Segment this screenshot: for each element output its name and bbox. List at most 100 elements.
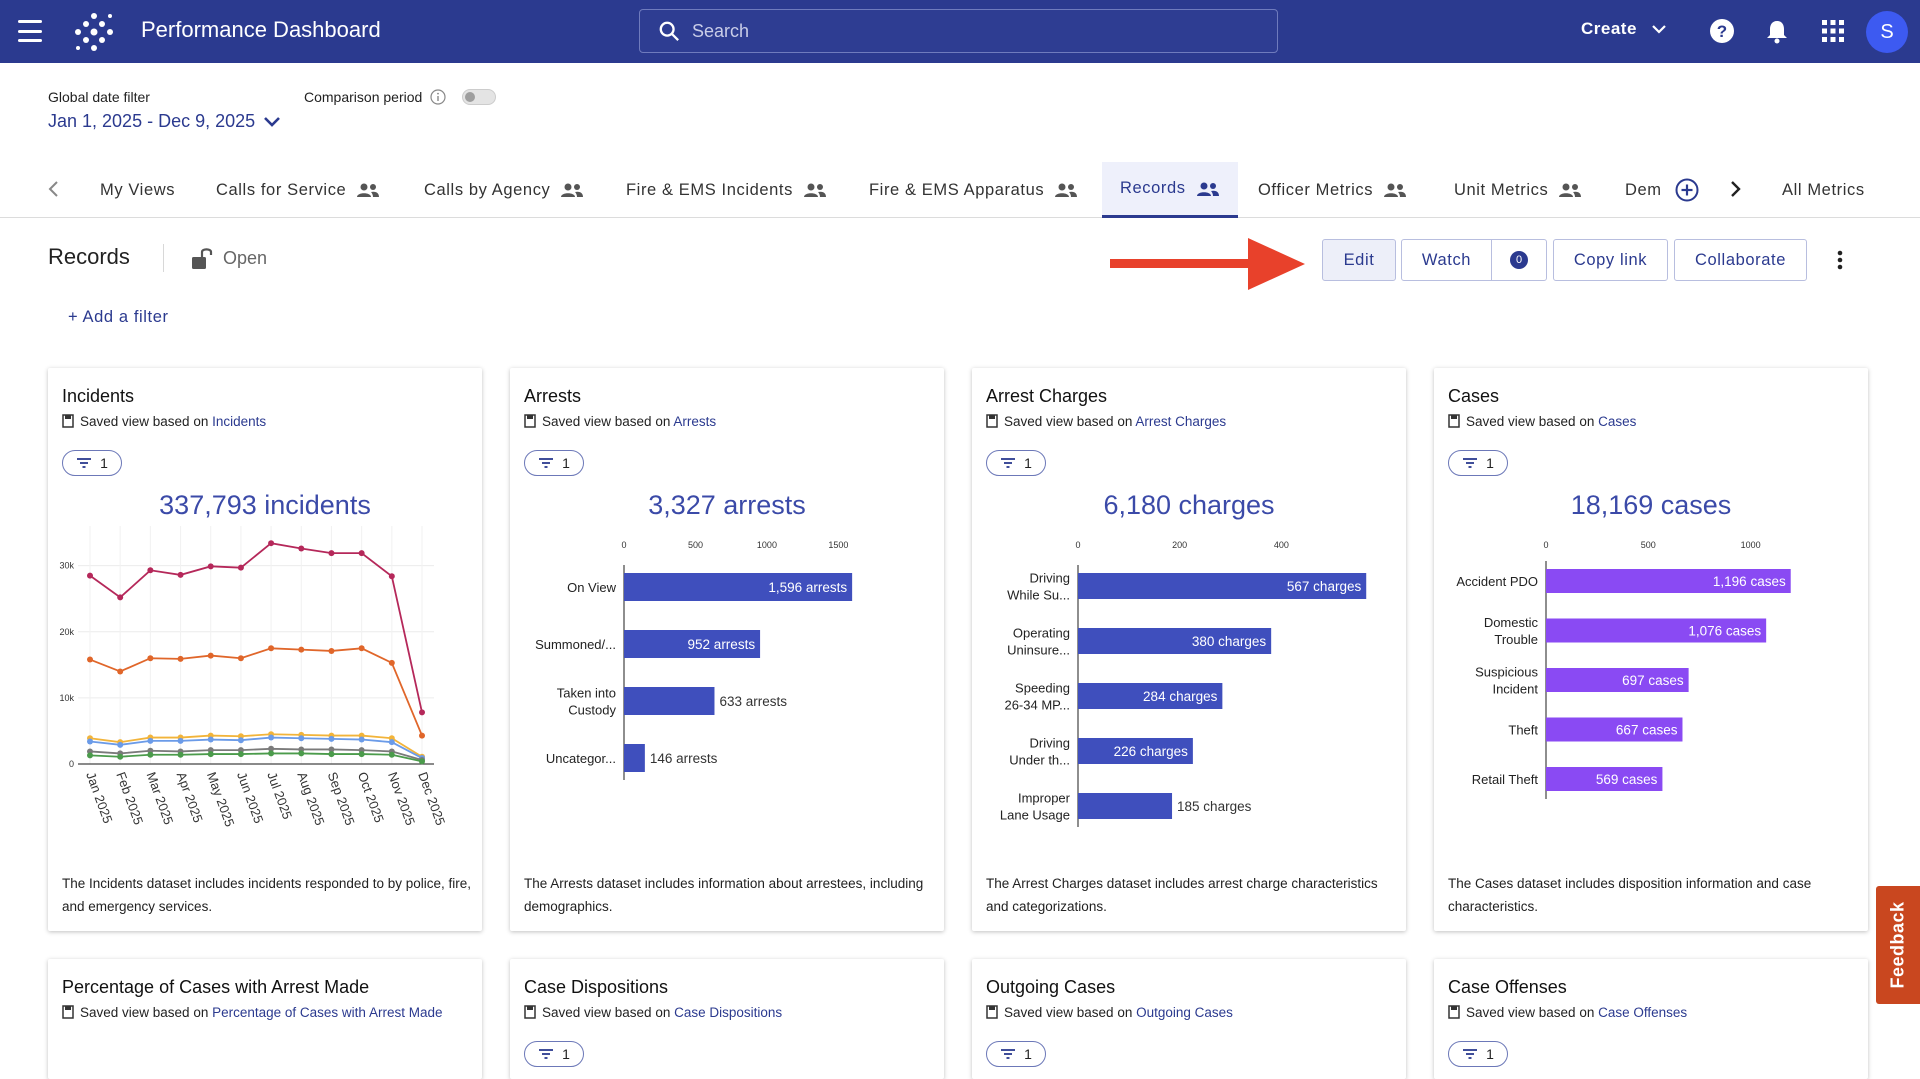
bar	[624, 744, 645, 772]
feedback-button[interactable]: Feedback	[1876, 886, 1920, 1004]
chevron-right-icon[interactable]	[1729, 180, 1743, 198]
comparison-period-toggle[interactable]	[462, 89, 497, 105]
card-title: Cases	[1448, 386, 1500, 406]
add-tab-icon[interactable]	[1675, 178, 1699, 202]
category-label: Summoned/...	[535, 637, 616, 652]
tab-fire-ems-incidents[interactable]: Fire & EMS Incidents	[626, 162, 827, 218]
collaborate-button[interactable]: Collaborate	[1674, 239, 1807, 281]
tab-label: Records	[1120, 179, 1186, 197]
tab-label: Fire & EMS Apparatus	[869, 180, 1045, 199]
saved-view-link[interactable]: Case Dispositions	[674, 1005, 783, 1020]
edit-button[interactable]: Edit	[1322, 239, 1396, 281]
category-label: Incident	[1492, 682, 1538, 697]
watch-button[interactable]: Watch	[1402, 240, 1492, 280]
tab-fade	[1660, 162, 1672, 216]
copy-link-button[interactable]: Copy link	[1553, 239, 1668, 281]
tab-fire-ems-apparatus[interactable]: Fire & EMS Apparatus	[869, 162, 1078, 218]
data-point	[298, 750, 305, 757]
tab-calls-for-service[interactable]: Calls for Service	[216, 162, 380, 218]
card-incidents[interactable]: Incidents Saved view based on Incidents …	[48, 368, 482, 931]
data-point	[268, 645, 275, 652]
comparison-period-label: Comparison period	[304, 89, 423, 105]
x-tick-label: Jun 2025	[234, 770, 266, 825]
saved-view-link[interactable]: Incidents	[212, 414, 267, 429]
info-icon[interactable]	[430, 89, 446, 105]
filter-icon	[1463, 1049, 1478, 1059]
tab-dem[interactable]: Dem	[1625, 162, 1662, 218]
card-metric: 18,169 cases	[1570, 490, 1732, 520]
filter-icon	[539, 458, 554, 468]
global-date-filter-label: Global date filter	[48, 89, 150, 105]
data-label: 226 charges	[1114, 744, 1189, 759]
saved-view-link[interactable]: Outgoing Cases	[1136, 1005, 1233, 1020]
card-description: The Incidents dataset includes incidents…	[62, 876, 471, 914]
saved-view-link[interactable]: Arrest Charges	[1135, 414, 1227, 429]
card-case-dispositions[interactable]: Case Dispositions Saved view based on Ca…	[510, 959, 944, 1079]
tab-records[interactable]: Records	[1102, 162, 1238, 218]
card-cases[interactable]: Cases Saved view based on Cases 1 18,169…	[1434, 368, 1868, 931]
bar	[1546, 569, 1791, 593]
shared-people-icon	[1384, 183, 1407, 197]
saved-view-icon	[986, 414, 998, 428]
saved-view-link[interactable]: Percentage of Cases with Arrest Made	[212, 1005, 443, 1020]
data-label: 567 charges	[1287, 579, 1362, 594]
create-menu[interactable]: Create	[1581, 19, 1667, 39]
tab-calls-by-agency[interactable]: Calls by Agency	[424, 162, 584, 218]
saved-view-link[interactable]: Case Offenses	[1598, 1005, 1688, 1020]
card-case-offenses[interactable]: Case Offenses Saved view based on Case O…	[1434, 959, 1868, 1079]
card-arrest-charges[interactable]: Arrest Charges Saved view based on Arres…	[972, 368, 1406, 931]
filter-chip[interactable]: 1	[62, 450, 122, 476]
category-label: Driving	[1030, 736, 1070, 751]
saved-view-icon	[986, 1005, 998, 1019]
saved-view-link[interactable]: Arrests	[673, 414, 717, 429]
category-label: Improper	[1018, 791, 1071, 806]
card-arrests[interactable]: Arrests Saved view based on Arrests 1 3,…	[510, 368, 944, 931]
category-label: Suspicious	[1475, 665, 1538, 680]
search-input[interactable]	[692, 20, 1252, 42]
date-range-picker[interactable]: Jan 1, 2025 - Dec 9, 2025	[48, 111, 281, 132]
chevron-left-icon[interactable]	[46, 180, 60, 198]
category-label: Theft	[1508, 723, 1538, 738]
menu-icon[interactable]	[18, 20, 42, 42]
tab-label: My Views	[100, 180, 176, 199]
app-logo-icon[interactable]	[72, 10, 116, 54]
help-icon[interactable]: ?	[1709, 18, 1735, 44]
x-tick-label: Jul 2025	[264, 770, 295, 821]
filter-chip[interactable]: 1	[1448, 1041, 1508, 1067]
tab-officer-metrics[interactable]: Officer Metrics	[1258, 162, 1407, 218]
tab-all-metrics[interactable]: All Metrics	[1782, 162, 1865, 218]
data-label: 284 charges	[1143, 689, 1218, 704]
category-label: Uncategor...	[546, 751, 616, 766]
saved-view-icon	[524, 414, 536, 428]
filter-chip[interactable]: 1	[986, 450, 1046, 476]
card-percentage-cases-arrest[interactable]: Percentage of Cases with Arrest Made Sav…	[48, 959, 482, 1079]
filter-chip[interactable]: 1	[986, 1041, 1046, 1067]
bell-icon[interactable]	[1764, 18, 1790, 44]
tab-my-views[interactable]: My Views	[100, 162, 175, 218]
add-filter-button[interactable]: + Add a filter	[68, 308, 169, 326]
apps-grid-icon[interactable]	[1820, 18, 1846, 44]
card-outgoing-cases[interactable]: Outgoing Cases Saved view based on Outgo…	[972, 959, 1406, 1079]
x-tick-label: 0	[621, 540, 626, 550]
data-label: 185 charges	[1177, 799, 1252, 814]
shared-people-icon	[1055, 183, 1078, 197]
series-line	[89, 736, 423, 759]
filter-chip[interactable]: 1	[524, 1041, 584, 1067]
data-point	[388, 751, 395, 758]
data-label: 1,076 cases	[1688, 624, 1761, 639]
data-point	[419, 709, 425, 716]
card-title: Case Offenses	[1448, 977, 1567, 997]
saved-view-prefix: Saved view based on	[1466, 1005, 1595, 1020]
tab-unit-metrics[interactable]: Unit Metrics	[1454, 162, 1582, 218]
filter-chip[interactable]: 1	[1448, 450, 1508, 476]
shared-people-icon	[561, 183, 584, 197]
user-avatar[interactable]: S	[1866, 11, 1908, 53]
saved-view-link[interactable]: Cases	[1598, 414, 1637, 429]
category-label: Speeding	[1015, 681, 1070, 696]
filter-chip[interactable]: 1	[524, 450, 584, 476]
more-options-icon[interactable]	[1832, 248, 1848, 272]
search-box[interactable]	[639, 9, 1278, 53]
chevron-down-icon	[1652, 25, 1666, 34]
watchers-count-button[interactable]: 0	[1492, 240, 1546, 280]
